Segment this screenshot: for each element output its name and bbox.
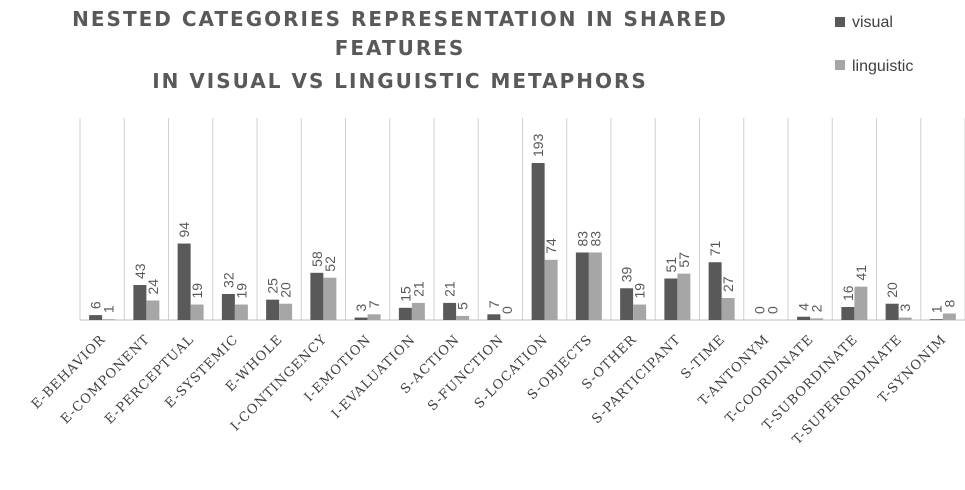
data-label-linguistic-e-component: 24 xyxy=(145,279,161,295)
bar-linguistic-s-time xyxy=(721,298,735,320)
legend-swatch-linguistic xyxy=(835,60,845,70)
data-label-visual-t-superordinate: 20 xyxy=(884,282,900,298)
bar-visual-e-component xyxy=(133,285,147,320)
bar-linguistic-i-emotion xyxy=(367,314,381,320)
legend-label-visual: visual xyxy=(852,14,893,31)
data-label-visual-t-subordinate: 16 xyxy=(840,285,856,301)
bar-visual-i-emotion xyxy=(354,317,368,320)
bar-visual-e-systemic xyxy=(221,293,235,320)
data-label-visual-e-behavior: 6 xyxy=(88,301,104,309)
bar-linguistic-e-component xyxy=(146,300,160,320)
data-label-visual-i-evaluation: 15 xyxy=(397,286,413,302)
chart-title-line-1: NESTED CATEGORIES REPRESENTATION IN SHAR… xyxy=(72,7,728,31)
bar-linguistic-e-perceptual xyxy=(190,304,204,320)
data-label-visual-i-contingency: 58 xyxy=(309,251,325,267)
bar-linguistic-e-behavior xyxy=(102,319,116,320)
data-label-linguistic-s-time: 27 xyxy=(720,276,736,292)
data-label-linguistic-e-systemic: 19 xyxy=(233,283,249,299)
data-label-visual-e-component: 43 xyxy=(132,263,148,279)
bar-linguistic-t-coordinate xyxy=(810,318,824,320)
bar-visual-s-location xyxy=(531,163,545,320)
data-label-linguistic-s-location: 74 xyxy=(543,238,559,254)
bar-visual-t-synonim xyxy=(929,319,943,320)
data-label-linguistic-t-synonim: 8 xyxy=(941,299,957,307)
bar-visual-s-participant xyxy=(664,278,678,320)
legend: visual linguistic xyxy=(835,14,913,75)
bar-visual-e-perceptual xyxy=(177,243,191,320)
data-label-linguistic-s-participant: 57 xyxy=(676,252,692,268)
data-label-visual-s-participant: 51 xyxy=(663,257,679,273)
bar-visual-s-action xyxy=(443,302,457,320)
bar-visual-s-objects xyxy=(575,252,589,320)
data-label-visual-i-emotion: 3 xyxy=(353,304,369,312)
data-label-visual-e-perceptual: 94 xyxy=(176,222,192,238)
data-label-linguistic-e-perceptual: 19 xyxy=(189,283,205,299)
data-label-linguistic-i-emotion: 7 xyxy=(366,300,382,308)
data-label-linguistic-s-function: 0 xyxy=(499,306,515,314)
data-label-linguistic-t-antonym: 0 xyxy=(764,306,780,314)
chart-title-line-2: FEATURES xyxy=(335,36,466,60)
bar-linguistic-i-evaluation xyxy=(411,302,425,320)
data-label-linguistic-s-action: 5 xyxy=(455,302,471,310)
bar-visual-i-contingency xyxy=(310,272,324,320)
bar-visual-s-time xyxy=(708,262,722,320)
data-label-visual-s-action: 21 xyxy=(442,281,458,297)
bar-linguistic-e-whole xyxy=(279,303,293,320)
bar-linguistic-s-participant xyxy=(677,273,691,320)
bar-visual-t-superordinate xyxy=(885,303,899,320)
bar-linguistic-e-systemic xyxy=(234,304,248,320)
bar-linguistic-s-action xyxy=(456,315,470,320)
data-label-linguistic-t-subordinate: 41 xyxy=(853,265,869,281)
data-label-linguistic-t-superordinate: 3 xyxy=(897,304,913,312)
data-label-visual-t-coordinate: 4 xyxy=(796,303,812,311)
bar-linguistic-s-other xyxy=(633,304,647,320)
data-label-visual-s-other: 39 xyxy=(619,266,635,282)
data-label-visual-s-objects: 83 xyxy=(574,231,590,247)
chart-title-line-3: IN VISUAL VS LINGUISTIC METAPHORS xyxy=(152,69,648,93)
category-label-i-evaluation: I-EVALUATION xyxy=(329,332,419,422)
chart-title: NESTED CATEGORIES REPRESENTATION IN SHAR… xyxy=(72,7,728,93)
data-label-linguistic-i-evaluation: 21 xyxy=(410,281,426,297)
data-label-visual-e-whole: 25 xyxy=(265,278,281,294)
plot-area: 61E-BEHAVIOR4324E-COMPONENT9419E-PERCEPT… xyxy=(29,118,965,448)
bar-linguistic-t-superordinate xyxy=(898,317,912,320)
data-label-linguistic-e-whole: 20 xyxy=(278,282,294,298)
bar-linguistic-i-contingency xyxy=(323,277,337,320)
bar-linguistic-s-objects xyxy=(588,252,602,320)
bar-visual-t-coordinate xyxy=(797,316,811,320)
data-label-visual-s-location: 193 xyxy=(530,133,546,157)
bar-linguistic-t-synonim xyxy=(942,313,956,320)
data-label-visual-s-function: 7 xyxy=(486,300,502,308)
bar-visual-i-evaluation xyxy=(398,307,412,320)
data-label-linguistic-i-contingency: 52 xyxy=(322,256,338,272)
category-label-s-function: S-FUNCTION xyxy=(425,332,507,414)
bar-linguistic-t-subordinate xyxy=(854,286,868,320)
bar-visual-t-subordinate xyxy=(841,306,855,320)
legend-swatch-visual xyxy=(835,17,845,27)
legend-label-linguistic: linguistic xyxy=(852,58,913,75)
bar-visual-e-behavior xyxy=(89,315,103,320)
data-label-visual-s-time: 71 xyxy=(707,240,723,256)
data-label-linguistic-s-other: 19 xyxy=(632,283,648,299)
data-label-linguistic-s-objects: 83 xyxy=(587,231,603,247)
data-label-linguistic-e-behavior: 1 xyxy=(101,305,117,313)
data-label-visual-t-antonym: 0 xyxy=(751,306,767,314)
data-label-visual-t-synonim: 1 xyxy=(928,305,944,313)
category-label-e-behavior: E-BEHAVIOR xyxy=(29,332,109,412)
bar-visual-s-function xyxy=(487,314,501,320)
bar-visual-s-other xyxy=(620,288,634,320)
data-label-visual-e-systemic: 32 xyxy=(220,272,236,288)
category-label-s-participant: S-PARTICIPANT xyxy=(589,332,684,427)
bar-visual-e-whole xyxy=(266,299,280,320)
bar-linguistic-s-location xyxy=(544,259,558,320)
data-label-linguistic-t-coordinate: 2 xyxy=(809,304,825,312)
